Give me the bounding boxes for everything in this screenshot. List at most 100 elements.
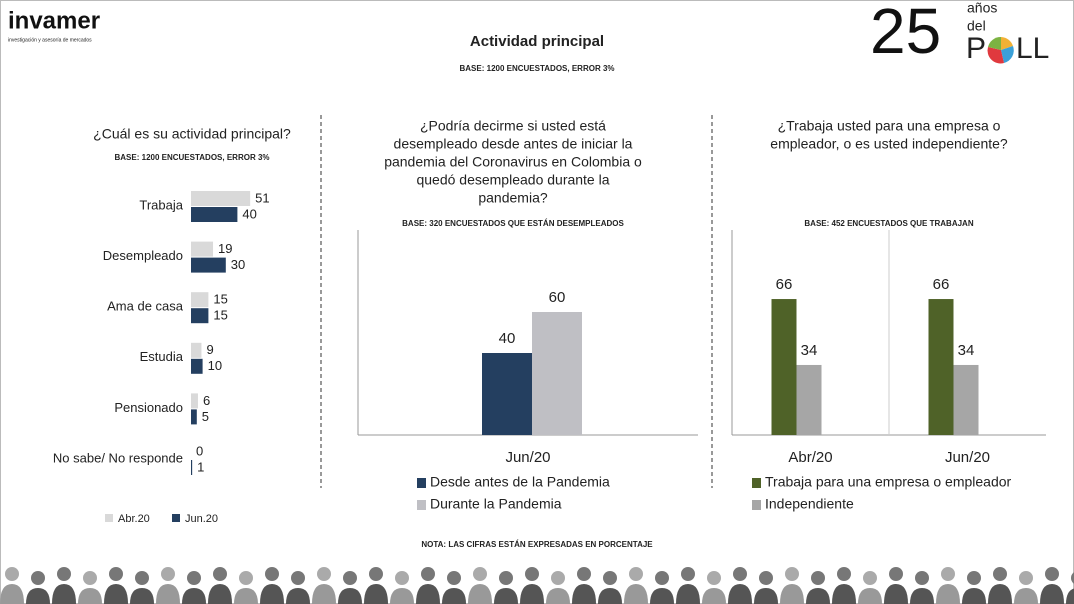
- crowd-body: [182, 588, 206, 604]
- crowd-body: [1014, 588, 1038, 604]
- legend-swatch: [172, 514, 180, 522]
- crowd-body: [962, 588, 986, 604]
- bar: [953, 364, 979, 435]
- crowd-head: [837, 567, 851, 581]
- bar: [191, 191, 251, 206]
- crowd-body: [520, 584, 544, 604]
- crowd-body: [884, 584, 908, 604]
- crowd-head: [889, 567, 903, 581]
- crowd-body: [728, 584, 752, 604]
- crowd-body: [624, 584, 648, 604]
- bar: [482, 353, 532, 435]
- crowd-body: [234, 588, 258, 604]
- crowd-head: [395, 571, 409, 585]
- chart-title: empleador, o es usted independiente?: [770, 136, 1008, 152]
- crowd-head: [239, 571, 253, 585]
- page-subtitle: BASE: 1200 ENCUESTADOS, ERROR 3%: [460, 64, 615, 73]
- crowd-head: [707, 571, 721, 585]
- bar: [191, 292, 209, 308]
- bar: [191, 241, 214, 257]
- legend-swatch: [417, 500, 426, 510]
- crowd-body: [416, 584, 440, 604]
- badge-line: del: [967, 18, 986, 34]
- crowd-body: [286, 588, 310, 604]
- crowd-head: [5, 567, 19, 581]
- bar: [191, 409, 197, 425]
- crowd-body: [572, 584, 596, 604]
- chart-title: ¿Trabaja usted para una empresa o: [778, 118, 1001, 134]
- crowd-head: [187, 571, 201, 585]
- crowd-head: [525, 567, 539, 581]
- crowd-body: [208, 584, 232, 604]
- crowd-body: [494, 588, 518, 604]
- chart-title: pandemia?: [478, 190, 547, 206]
- legend-swatch: [752, 478, 761, 488]
- bar: [532, 312, 582, 435]
- logo: invamer: [8, 7, 100, 34]
- bar: [191, 207, 238, 222]
- crowd-head: [993, 567, 1007, 581]
- category-label: Desempleado: [103, 248, 183, 263]
- crowd-head: [213, 567, 227, 581]
- crowd-head: [317, 567, 331, 581]
- legend-swatch: [752, 500, 761, 510]
- crowd-head: [31, 571, 45, 585]
- crowd-head: [967, 571, 981, 585]
- crowd-head: [759, 571, 773, 585]
- legend-label: Trabaja para una empresa o empleador: [765, 474, 1012, 490]
- crowd-body: [546, 588, 570, 604]
- crowd-head: [57, 567, 71, 581]
- crowd-body: [442, 588, 466, 604]
- crowd-head: [1019, 571, 1033, 585]
- badge-number: 25: [870, 0, 941, 67]
- crowd-body: [52, 584, 76, 604]
- category-label: Estudia: [140, 349, 184, 364]
- crowd-head: [863, 571, 877, 585]
- crowd-head: [265, 567, 279, 581]
- crowd-head: [135, 571, 149, 585]
- crowd-body: [338, 588, 362, 604]
- crowd-head: [109, 567, 123, 581]
- crowd-body: [754, 588, 778, 604]
- x-tick-label: Jun/20: [945, 449, 990, 466]
- crowd-head: [343, 571, 357, 585]
- chart-title: ¿Podría decirme si usted está: [420, 118, 606, 134]
- crowd-body: [832, 584, 856, 604]
- chart-title: desempleado desde antes de iniciar la: [394, 136, 633, 152]
- badge-word: LL: [1016, 32, 1049, 65]
- crowd-body: [390, 588, 414, 604]
- legend-label: Abr.20: [118, 513, 150, 525]
- bar: [191, 342, 202, 358]
- crowd-body: [130, 588, 154, 604]
- crowd-body: [260, 584, 284, 604]
- bar: [191, 460, 193, 475]
- crowd-head: [941, 567, 955, 581]
- crowd-body: [702, 588, 726, 604]
- value-label: 0: [196, 443, 203, 458]
- bar: [191, 393, 198, 409]
- crowd-body: [78, 588, 102, 604]
- crowd-head: [681, 567, 695, 581]
- value-label: 1: [197, 459, 204, 474]
- legend-label: Durante la Pandemia: [430, 496, 562, 512]
- crowd-body: [780, 584, 804, 604]
- crowd-head: [603, 571, 617, 585]
- crowd-head: [447, 571, 461, 585]
- crowd-body: [988, 584, 1012, 604]
- chart-title: pandemia del Coronavirus en Colombia o: [384, 154, 642, 170]
- category-label: Ama de casa: [107, 299, 184, 314]
- crowd-head: [161, 567, 175, 581]
- value-label: 40: [499, 330, 516, 347]
- value-label: 6: [203, 393, 210, 408]
- value-label: 15: [213, 292, 227, 307]
- chart-title: ¿Cuál es su actividad principal?: [93, 126, 291, 142]
- value-label: 15: [213, 308, 227, 323]
- crowd-body: [936, 584, 960, 604]
- bar: [928, 299, 954, 435]
- legend-swatch: [417, 478, 426, 488]
- bar: [191, 308, 209, 324]
- crowd-head: [473, 567, 487, 581]
- x-tick-label: Abr/20: [788, 449, 832, 466]
- badge-word: P: [966, 32, 986, 65]
- bar: [191, 358, 203, 374]
